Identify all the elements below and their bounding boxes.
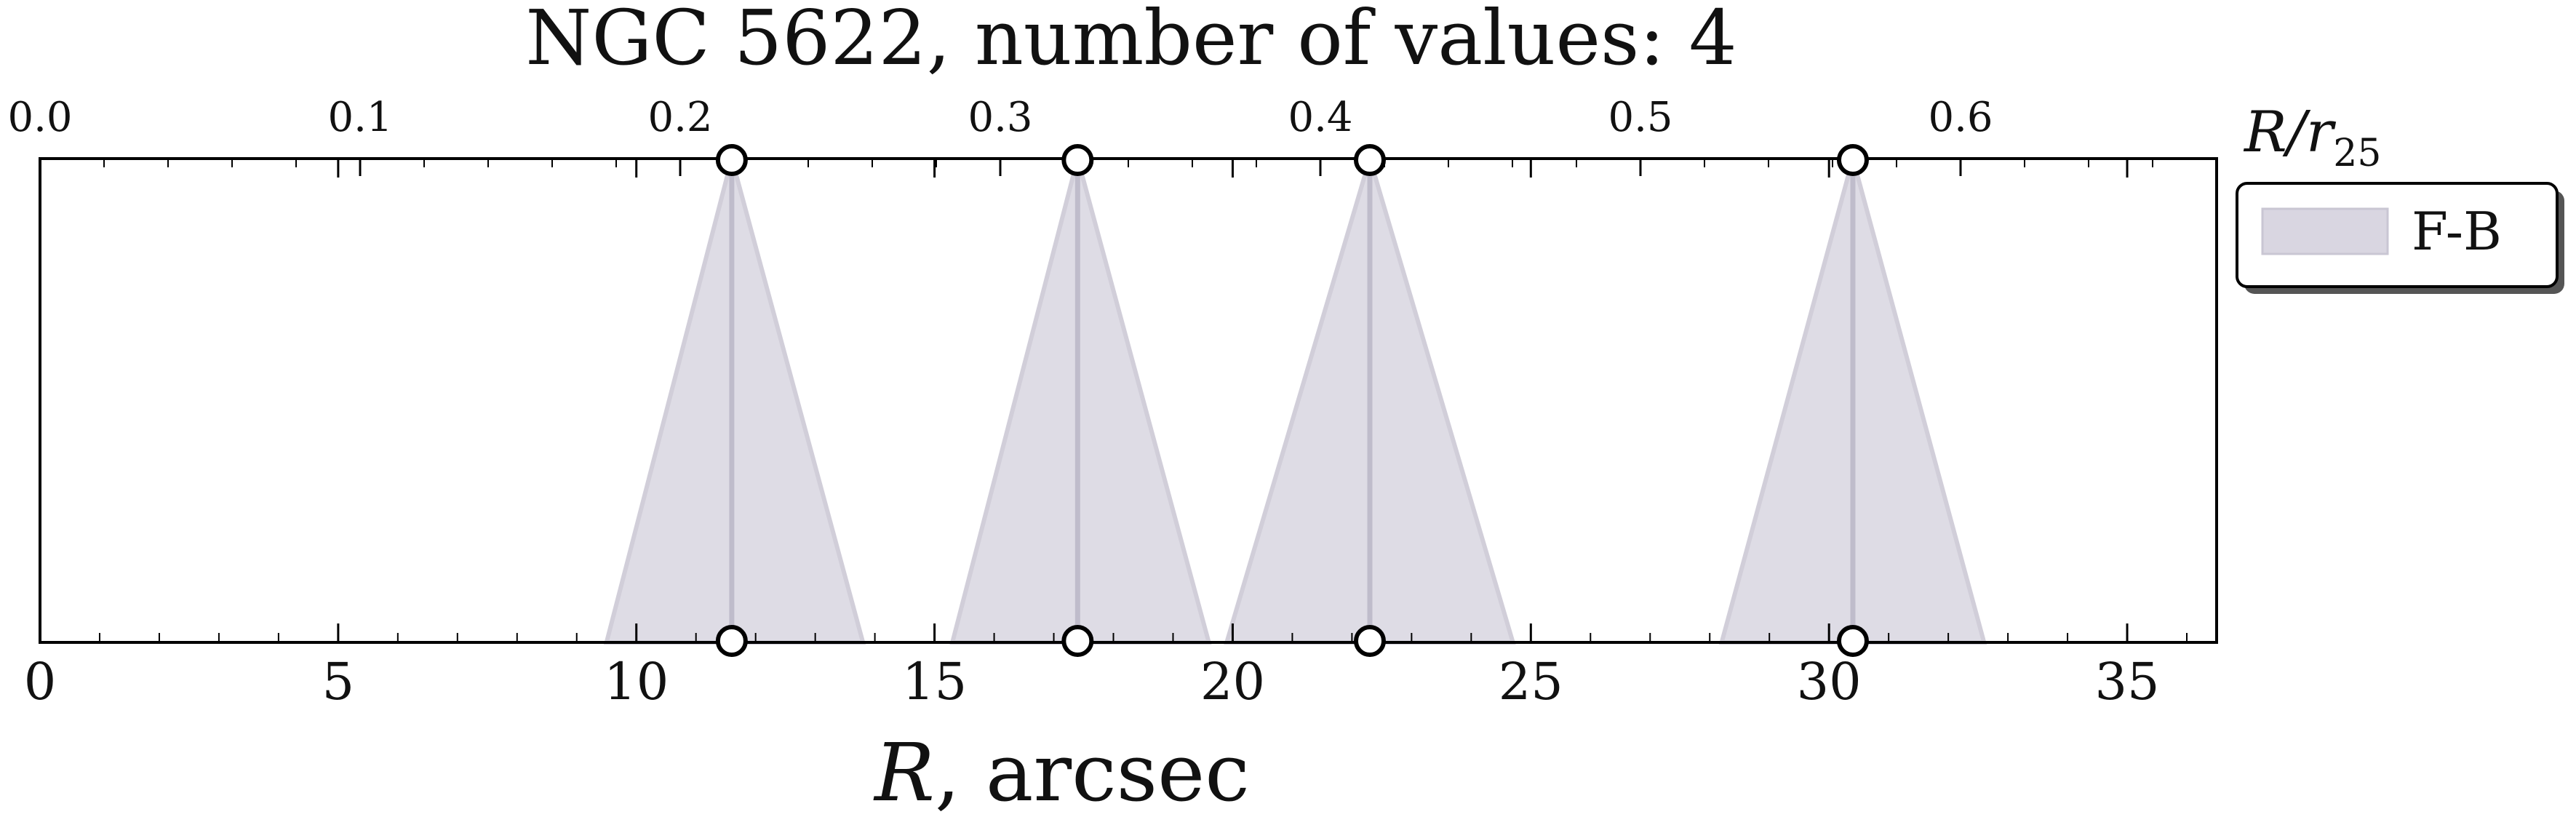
bottom-axis: 0 5 10 15 20 25 30 35 xyxy=(24,159,2188,712)
top-axis-label: R/r25 xyxy=(2243,100,2381,175)
top-tick-label-1: 0.1 xyxy=(327,94,392,141)
top-tick-label-5: 0.5 xyxy=(1608,94,1672,141)
x-tick-label-3: 15 xyxy=(902,652,967,712)
peak-fill-1 xyxy=(603,150,866,645)
top-axis-label-sub: 25 xyxy=(2333,132,2381,175)
x-tick-label-0: 0 xyxy=(24,652,57,712)
peak-marker-bottom-1 xyxy=(715,625,748,657)
peak-marker-bottom-3 xyxy=(1353,625,1386,657)
peak-fill-2 xyxy=(949,150,1212,645)
x-tick-label-7: 35 xyxy=(2095,652,2160,712)
x-tick-label-6: 30 xyxy=(1797,652,1862,712)
peak-marker-top-3 xyxy=(1353,144,1386,176)
chart-title: NGC 5622, number of values: 4 xyxy=(525,0,1736,82)
x-tick-label-5: 25 xyxy=(1499,652,1563,712)
peak-marker-bottom-2 xyxy=(1061,625,1094,657)
x-tick-label-2: 10 xyxy=(604,652,669,712)
top-tick-label-4: 0.4 xyxy=(1288,94,1352,141)
top-axis-label-main: R/r xyxy=(2243,100,2337,165)
legend-label: F-B xyxy=(2412,201,2502,262)
top-tick-label-2: 0.2 xyxy=(647,94,712,141)
peak-marker-top-1 xyxy=(715,144,748,176)
fills-layer xyxy=(603,150,1987,645)
peak-marker-top-4 xyxy=(1836,144,1869,176)
peak-marker-bottom-4 xyxy=(1836,625,1869,657)
peak-marker-top-2 xyxy=(1061,144,1094,176)
x-axis-label-var: R xyxy=(873,726,935,819)
top-tick-label-6: 0.6 xyxy=(1928,94,1993,141)
top-tick-label-3: 0.3 xyxy=(968,94,1032,141)
x-tick-label-1: 5 xyxy=(322,652,355,712)
x-axis-label-unit: , arcsec xyxy=(935,726,1250,819)
x-tick-label-4: 20 xyxy=(1200,652,1265,712)
top-axis: 0.0 0.1 0.2 0.3 0.4 0.5 0.6 xyxy=(7,94,2153,176)
markers-layer xyxy=(715,144,1869,657)
legend: F-B xyxy=(2236,182,2564,294)
x-axis-label: R, arcsec xyxy=(873,726,1250,819)
top-tick-label-0: 0.0 xyxy=(7,94,72,141)
legend-swatch xyxy=(2261,207,2389,255)
